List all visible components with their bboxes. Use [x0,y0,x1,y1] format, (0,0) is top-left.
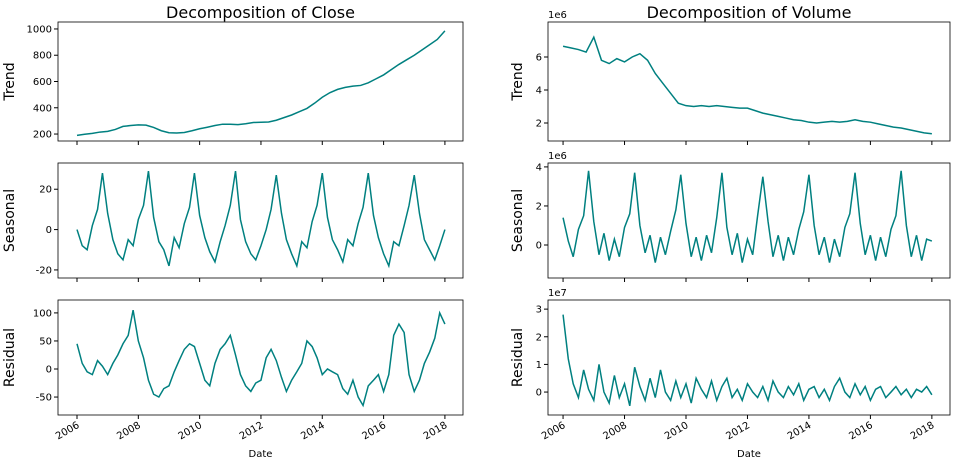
y-tick-label: 100 [33,308,52,319]
y-axis-label: Residual [2,328,18,387]
plot-area [58,300,463,415]
x-tick-label: 2006 [54,420,82,442]
plot-area [58,22,463,141]
x-tick-label: 2018 [422,420,450,442]
y-tick-label: -50 [36,393,52,404]
axes-frame [547,162,951,279]
y-tick-label: 0 [536,241,542,252]
x-tick-label: 2014 [786,420,814,442]
plot-area [58,163,463,278]
axes-frame [57,299,464,416]
y-tick-label: 1000 [27,24,52,35]
x-tick-label: 2018 [909,420,937,442]
y-tick-label: 6 [536,52,542,63]
y-tick-label: 0 [536,388,542,399]
series-line [76,30,446,137]
x-tick-label: 2008 [601,420,629,442]
subplot: 0 2 4 1e6 Seasonal [510,151,951,282]
x-axis-label: Date [737,449,761,460]
y-axis-label: Trend [510,62,526,101]
series-line [562,314,933,407]
x-tick-label: 2006 [540,420,568,442]
y-tick-label: 2 [536,201,542,212]
y-tick-label: 800 [33,51,52,62]
y-tick-label: 3 [536,305,542,316]
axes-frame [547,299,951,416]
y-tick-label: 1 [536,360,542,371]
x-tick-label: 2010 [177,420,205,442]
x-tick-label: 2008 [115,420,143,442]
x-tick-label: 2010 [663,420,691,442]
axes-frame [57,21,464,142]
subplot: -20 0 20 Seasonal [2,162,464,282]
y-tick-label: 50 [39,336,52,347]
y-tick-label: 4 [536,162,542,173]
y-axis-label: Seasonal [510,189,526,252]
y-axis-label: Residual [510,328,526,387]
y-tick-label: 400 [33,103,52,114]
y-tick-label: -20 [36,265,52,276]
y-tick-label: 20 [39,185,52,196]
subplot: -50 0 50 100 2006 2008 2010 2012 2014 2016 2018 Res… [2,299,464,460]
x-tick-label: 2012 [238,420,266,442]
series-line [562,170,933,263]
y-tick-label: 0 [46,365,52,376]
y-axis-label: Seasonal [2,189,18,252]
subplot: 200 400 600 800 1000 Decomposition of Close Tr… [2,3,464,145]
y-tick-label: 200 [33,130,52,141]
plot-area [548,22,950,141]
axes-frame [547,21,951,142]
series-line [76,309,446,408]
y-tick-label: 4 [536,86,542,97]
y-tick-label: 2 [536,119,542,130]
subplot-title: Decomposition of Close [166,3,355,22]
x-axis-label: Date [249,449,273,460]
x-tick-label: 2012 [724,420,752,442]
x-tick-label: 2016 [361,420,389,442]
y-axis-label: Trend [2,62,18,101]
series-line [562,35,932,135]
subplot-title: Decomposition of Volume [647,3,852,22]
axes-frame [57,162,464,279]
offset-label: 1e6 [548,151,567,162]
x-tick-label: 2014 [299,420,327,442]
offset-label: 1e7 [548,288,567,299]
plot-area [548,163,950,278]
offset-label: 1e6 [548,10,567,21]
subplot: 0 1 2 3 2006 2008 2010 2012 2014 2016 2018 1e7 Resid… [510,288,951,460]
x-tick-label: 2016 [847,420,875,442]
y-tick-label: 2 [536,332,542,343]
y-tick-label: 0 [46,225,52,236]
series-line [76,170,446,269]
plot-area [548,300,950,415]
y-tick-label: 600 [33,77,52,88]
subplot: 2 4 6 Decomposition of Volume 1e6 Trend [510,3,951,145]
